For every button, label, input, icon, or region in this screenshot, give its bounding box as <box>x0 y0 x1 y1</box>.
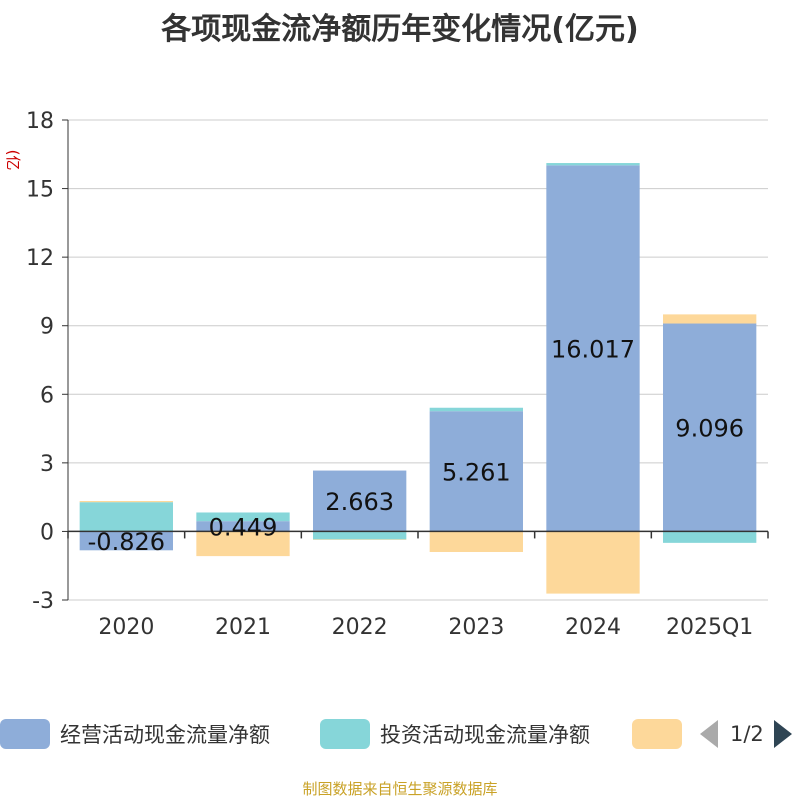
y-axis-unit-label: (亿元) <box>0 149 22 171</box>
legend-swatch-financing <box>632 719 682 749</box>
legend: 经营活动现金流量净额 投资活动现金流量净额 1/2 <box>0 716 800 752</box>
x-tick-label: 2020 <box>98 615 154 640</box>
bar-chart: -3 0 3 6 9 12 15 18 2020 2021 2022 2023 2024 2025Q1 -… <box>26 109 769 640</box>
legend-item-investing[interactable]: 投资活动现金流量净额 <box>320 716 590 752</box>
x-tick-label: 2024 <box>565 615 621 640</box>
data-label: 9.096 <box>675 414 744 442</box>
data-source-note: 制图数据来自恒生聚源数据库 <box>302 780 498 798</box>
y-tick-label: 9 <box>40 315 54 340</box>
x-tick-label: 2022 <box>332 615 388 640</box>
legend-item-operating[interactable]: 经营活动现金流量净额 <box>0 716 270 752</box>
x-tick-label: 2025Q1 <box>666 615 753 640</box>
legend-swatch-investing <box>320 719 370 749</box>
bar-investing-2025Q1 <box>663 531 757 543</box>
legend-pager: 1/2 <box>700 716 792 752</box>
legend-swatch-operating <box>0 719 50 749</box>
y-tick-label: 6 <box>40 383 54 408</box>
y-tick-label: 15 <box>26 178 54 203</box>
bar-operating-2022 <box>313 470 407 532</box>
legend-next-page-icon[interactable] <box>773 720 792 748</box>
bar-investing-2020 <box>79 502 173 532</box>
bar-investing-2022 <box>313 531 407 540</box>
y-tick-label: 12 <box>26 246 54 271</box>
y-tick-label: -3 <box>32 589 54 614</box>
bar-financing-2023 <box>429 531 523 552</box>
x-tick-label: 2023 <box>448 615 504 640</box>
data-label: 0.449 <box>209 513 278 541</box>
bar-investing-2021 <box>196 512 290 522</box>
data-label: -0.826 <box>88 528 165 556</box>
bar-investing-2023 <box>429 407 523 412</box>
data-label: 16.017 <box>551 335 635 363</box>
x-tick-label: 2021 <box>215 615 271 640</box>
bar-financing-2020 <box>79 501 173 503</box>
legend-label-operating: 经营活动现金流量净额 <box>60 723 270 747</box>
legend-page-indicator: 1/2 <box>730 722 764 746</box>
bar-operating-2025Q1 <box>663 323 757 532</box>
y-tick-label: 3 <box>40 452 54 477</box>
bar-operating-2024 <box>546 165 640 532</box>
bar-operating-2023 <box>429 411 523 532</box>
bar-financing-2025Q1 <box>663 314 757 324</box>
bar-operating-2021 <box>196 521 290 532</box>
bar-investing-2024 <box>546 163 640 166</box>
legend-label-investing: 投资活动现金流量净额 <box>380 723 590 747</box>
bar-financing-2024 <box>546 531 640 594</box>
legend-prev-page-icon[interactable] <box>700 720 718 748</box>
bar-financing-2021 <box>196 531 290 557</box>
bar-operating-2020 <box>79 531 173 551</box>
chart-title: 各项现金流净额历年变化情况(亿元) <box>161 12 639 47</box>
y-tick-label: 0 <box>40 520 54 545</box>
data-label: 2.663 <box>325 488 394 516</box>
legend-item-financing[interactable] <box>632 716 692 752</box>
data-label: 5.261 <box>442 458 511 486</box>
y-tick-label: 18 <box>26 109 54 134</box>
